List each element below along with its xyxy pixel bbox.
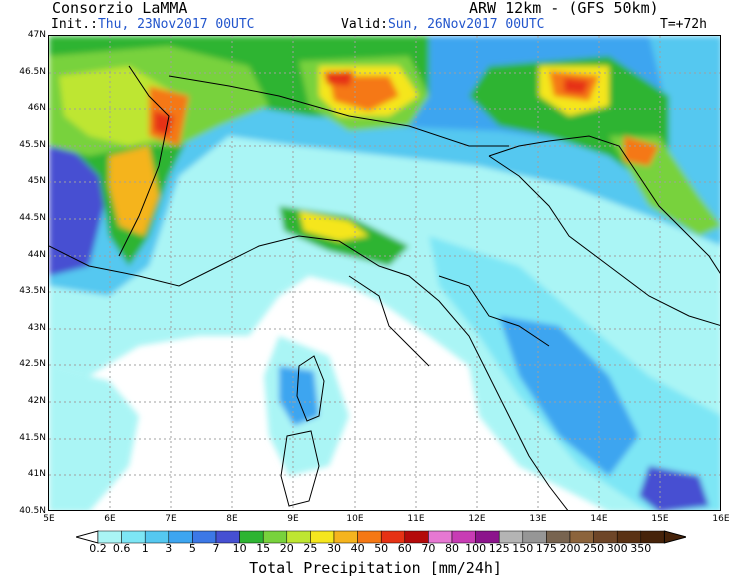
lat-label: 44.5N bbox=[19, 213, 46, 223]
init-value: Thu, 23Nov2017 00UTC bbox=[97, 17, 255, 32]
lat-label: 46.5N bbox=[19, 67, 46, 77]
lat-label: 42N bbox=[27, 396, 46, 406]
header-model: ARW 12km - (GFS 50km) bbox=[469, 0, 659, 17]
lon-label: 14E bbox=[590, 514, 608, 524]
colorbar-level-label: 15 bbox=[256, 542, 271, 555]
colorbar-level-label: 25 bbox=[303, 542, 318, 555]
valid-value: Sun, 26Nov2017 00UTC bbox=[387, 17, 545, 32]
colorbar-level-label: 250 bbox=[583, 542, 605, 555]
lon-label: 9E bbox=[287, 514, 299, 524]
lon-label: 5E bbox=[43, 514, 55, 524]
lat-label: 42.5N bbox=[19, 359, 46, 369]
colorbar-level-label: 5 bbox=[188, 542, 196, 555]
colorbar-level-label: 40 bbox=[350, 542, 365, 555]
colorbar bbox=[76, 530, 686, 544]
colorbar-level-label: 20 bbox=[279, 542, 294, 555]
colorbar-right-arrow bbox=[663, 530, 686, 544]
lon-label: 11E bbox=[407, 514, 425, 524]
colorbar-level-label: 300 bbox=[606, 542, 628, 555]
colorbar-level-label: 1 bbox=[141, 542, 149, 555]
lon-label: 6E bbox=[104, 514, 116, 524]
colorbar-level-label: 30 bbox=[327, 542, 341, 555]
colorbar-level-label: 80 bbox=[445, 542, 459, 555]
lat-label: 41N bbox=[27, 469, 46, 479]
lon-label: 8E bbox=[226, 514, 238, 524]
colorbar-level-label: 200 bbox=[559, 542, 581, 555]
lat-label: 44N bbox=[27, 250, 46, 260]
lon-label: 16E bbox=[712, 514, 730, 524]
header-producer: Consorzio LaMMA bbox=[52, 0, 188, 17]
lat-label: 43N bbox=[27, 323, 46, 333]
valid-label: Valid: bbox=[341, 17, 388, 32]
lat-label: 41.5N bbox=[19, 433, 46, 443]
colorbar-level-label: 0.2 bbox=[89, 542, 107, 555]
colorbar-level-label: 350 bbox=[630, 542, 652, 555]
lat-label: 40.5N bbox=[19, 506, 46, 516]
lon-label: 13E bbox=[529, 514, 547, 524]
precipitation-field bbox=[49, 36, 720, 510]
colorbar-level-label: 10 bbox=[232, 542, 247, 555]
colorbar-level-label: 50 bbox=[374, 542, 389, 555]
lat-label: 47N bbox=[27, 30, 46, 40]
colorbar-level-label: 100 bbox=[465, 542, 487, 555]
lon-label: 7E bbox=[165, 514, 177, 524]
colorbar-level-label: 0.6 bbox=[112, 542, 131, 555]
colorbar-title: Total Precipitation [mm/24h] bbox=[249, 559, 502, 577]
lat-label: 45N bbox=[27, 176, 46, 186]
colorbar-level-label: 175 bbox=[535, 542, 557, 555]
header-valid: Valid:Sun, 26Nov2017 00UTC bbox=[341, 18, 545, 32]
lat-label: 43.5N bbox=[19, 286, 46, 296]
colorbar-level-label: 60 bbox=[397, 542, 412, 555]
lat-label: 45.5N bbox=[19, 140, 46, 150]
colorbar-level-label: 3 bbox=[165, 542, 173, 555]
lon-label: 10E bbox=[346, 514, 364, 524]
init-label: Init.: bbox=[51, 17, 98, 32]
lon-label: 15E bbox=[651, 514, 669, 524]
header-init: Init.:Thu, 23Nov2017 00UTC bbox=[51, 18, 255, 32]
colorbar-level-label: 70 bbox=[421, 542, 436, 555]
lon-label: 12E bbox=[468, 514, 486, 524]
lat-label: 46N bbox=[27, 103, 46, 113]
precipitation-map bbox=[48, 35, 721, 511]
lead-time: T=+72h bbox=[660, 17, 707, 32]
colorbar-level-label: 7 bbox=[212, 542, 220, 555]
colorbar-level-label: 150 bbox=[512, 542, 534, 555]
colorbar-level-label: 125 bbox=[488, 542, 510, 555]
